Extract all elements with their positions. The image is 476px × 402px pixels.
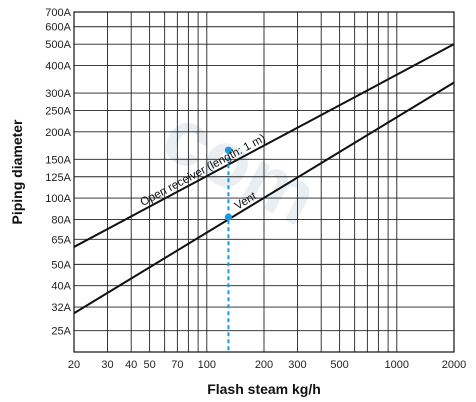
x-axis-label: Flash steam kg/h: [207, 381, 321, 397]
x-tick-label: 50: [143, 359, 155, 371]
y-tick-label: 600A: [45, 22, 71, 34]
y-tick-label: 500A: [45, 39, 71, 51]
grid: [73, 11, 455, 352]
example-point: [224, 213, 233, 221]
y-tick-label: 400A: [45, 61, 71, 73]
y-tick-label: 150A: [45, 154, 71, 166]
x-tick-label: 1000: [385, 359, 409, 371]
x-tick-label: 300: [288, 359, 306, 371]
y-tick-labels: 25A 32A 40A 50A 65A 80A 100A 125A 150A 200A 250A 30…: [45, 7, 71, 338]
y-tick-label: 100A: [45, 193, 71, 205]
y-tick-label: 125A: [45, 172, 71, 184]
x-tick-label: 200: [255, 359, 273, 371]
y-axis-label: Piping diameter: [9, 119, 25, 225]
x-tick-label: 40: [125, 359, 137, 371]
x-tick-label: 30: [101, 359, 113, 371]
example-reading: [224, 146, 233, 352]
x-tick-labels: 20 30 40 50 70 100 200 300 500 1000 2000: [68, 359, 466, 371]
x-tick-label: 2000: [442, 359, 466, 371]
y-tick-label: 40A: [51, 281, 71, 293]
series-line: [73, 43, 455, 248]
y-tick-label: 80A: [51, 214, 71, 226]
x-tick-label: 500: [330, 359, 348, 371]
y-tick-label: 200A: [45, 127, 71, 139]
y-tick-label: 32A: [51, 302, 71, 314]
y-tick-label: 50A: [51, 259, 71, 271]
y-tick-label: 25A: [51, 326, 71, 338]
y-tick-label: 65A: [51, 234, 71, 246]
series-line: [73, 81, 455, 315]
y-tick-label: 250A: [45, 105, 71, 117]
y-tick-label: 700A: [45, 7, 71, 19]
x-tick-label: 100: [198, 359, 216, 371]
plot-frame: [73, 11, 455, 353]
x-tick-label: 20: [68, 359, 80, 371]
example-point: [224, 146, 233, 154]
x-tick-label: 70: [171, 359, 183, 371]
y-tick-label: 300A: [45, 88, 71, 100]
series-lines: [73, 43, 455, 315]
